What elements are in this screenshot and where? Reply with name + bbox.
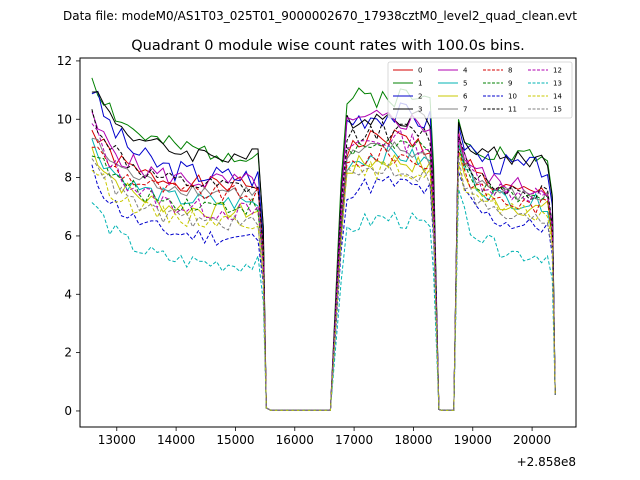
y-tick-label: 2 — [64, 346, 72, 360]
legend-label-13: 13 — [553, 80, 562, 88]
y-tick-label: 8 — [64, 171, 72, 185]
y-axis-ticks: 0 2 4 6 8 10 12 — [57, 54, 80, 418]
series-line-10 — [91, 164, 556, 411]
x-tick-label: 18000 — [394, 433, 432, 447]
y-tick-label: 12 — [57, 54, 72, 68]
legend-label-2: 2 — [418, 93, 422, 101]
plot-lines — [91, 77, 556, 411]
plot-area-frame — [79, 57, 577, 428]
legend-label-3: 3 — [418, 106, 422, 114]
series-line-15 — [91, 157, 556, 411]
y-tick-label: 4 — [64, 287, 72, 301]
legend-frame — [387, 61, 573, 119]
x-tick-label: 14000 — [157, 433, 195, 447]
legend-label-15: 15 — [553, 106, 562, 114]
x-tick-label: 20000 — [513, 433, 551, 447]
x-tick-label: 13000 — [98, 433, 136, 447]
x-tick-label: 16000 — [276, 433, 314, 447]
legend-label-10: 10 — [508, 93, 517, 101]
legend-label-8: 8 — [508, 67, 512, 75]
x-tick-label: 15000 — [216, 433, 254, 447]
legend-label-4: 4 — [463, 67, 468, 75]
legend-label-1: 1 — [418, 80, 422, 88]
legend-label-6: 6 — [463, 93, 468, 101]
series-line-8 — [91, 144, 556, 411]
legend-label-11: 11 — [508, 106, 517, 114]
chart-title: Quadrant 0 module wise count rates with … — [131, 38, 525, 54]
y-tick-label: 6 — [64, 229, 72, 243]
legend-label-5: 5 — [463, 80, 467, 88]
legend-label-14: 14 — [553, 93, 562, 101]
legend-label-12: 12 — [553, 67, 562, 75]
x-tick-label: 19000 — [454, 433, 492, 447]
legend-label-0: 0 — [418, 67, 422, 75]
y-tick-label: 10 — [57, 112, 72, 126]
chart-suptitle: Data file: modeM0/AS1T03_025T01_90000026… — [63, 9, 577, 23]
legend-label-7: 7 — [463, 106, 467, 114]
x-axis-ticks: 13000 14000 15000 16000 17000 18000 19000 20000 — [98, 427, 551, 447]
x-tick-label: 17000 — [335, 433, 373, 447]
x-offset-label: +2.858e8 — [517, 455, 576, 469]
legend-label-9: 9 — [508, 80, 512, 88]
y-tick-label: 0 — [64, 404, 72, 418]
